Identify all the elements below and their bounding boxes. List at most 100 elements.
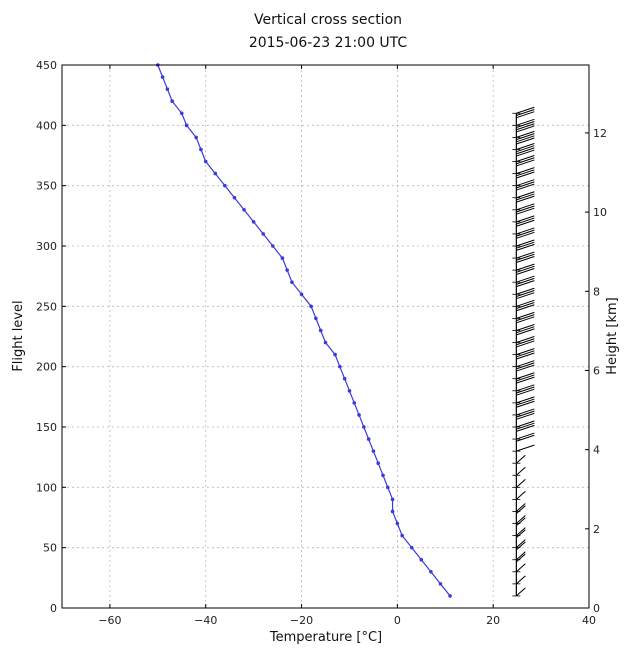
wind-barb	[516, 541, 526, 551]
temperature-point	[400, 533, 404, 538]
wind-barb	[516, 239, 535, 247]
wind-barb	[516, 517, 526, 527]
temperature-point	[309, 304, 313, 309]
wind-barb	[516, 167, 535, 175]
temperature-point	[366, 437, 371, 441]
temperature-point	[371, 449, 376, 453]
temperature-point	[179, 111, 184, 116]
x-tick-label: −20	[290, 614, 313, 627]
x-axis-label: Temperature [°C]	[269, 630, 382, 645]
temperature-point	[213, 171, 218, 176]
wind-barb	[516, 396, 535, 404]
wind-barbs	[512, 106, 535, 597]
wind-barb	[516, 299, 535, 307]
wind-barb	[516, 551, 526, 561]
wind-barb	[516, 219, 535, 227]
axis-ticks: −60 −40 −20 0 20 4005010015020025030035040045…	[36, 59, 607, 627]
wind-barb	[516, 587, 526, 597]
wind-barb	[516, 137, 535, 145]
wind-barb	[516, 133, 535, 141]
wind-barb	[516, 478, 526, 488]
temperature-point	[170, 99, 174, 103]
y-tick-label: 400	[36, 119, 57, 132]
wind-barb	[516, 410, 535, 418]
temperature-point	[390, 509, 395, 514]
wind-barb	[516, 142, 535, 150]
temperature-point	[203, 159, 208, 164]
wind-barb	[516, 169, 535, 177]
wind-barb	[516, 130, 535, 138]
wind-barb	[516, 372, 535, 380]
wind-barb	[516, 255, 535, 263]
x-tick-label: 0	[394, 614, 401, 627]
wind-barb	[516, 205, 535, 213]
wind-barb	[516, 121, 535, 129]
wind-barb	[516, 323, 535, 331]
temperature-point	[318, 328, 323, 333]
wind-barb	[516, 348, 535, 356]
wind-barb	[516, 106, 535, 114]
wind-barb	[516, 280, 535, 288]
temperature-point	[390, 497, 395, 502]
wind-barb	[516, 302, 535, 310]
y-tick-label: 250	[36, 300, 57, 313]
wind-barb	[516, 263, 535, 271]
wind-barb	[516, 265, 535, 273]
y2-tick-label: 2	[593, 523, 600, 536]
wind-barb	[516, 215, 535, 223]
chart-subtitle: 2015-06-23 21:00 UTC	[249, 35, 408, 51]
wind-barb	[516, 420, 535, 428]
temperature-point	[385, 485, 390, 490]
wind-barb	[516, 181, 535, 189]
wind-barb	[516, 422, 535, 430]
wind-barb	[516, 149, 535, 157]
wind-barb	[516, 505, 526, 515]
wind-barb	[516, 171, 535, 179]
wind-barb	[516, 125, 535, 133]
y2-tick-label: 4	[593, 444, 600, 457]
y2-tick-label: 8	[593, 285, 600, 298]
wind-barb	[516, 454, 526, 464]
temperature-point	[376, 461, 381, 466]
wind-barb	[516, 362, 535, 370]
temperature-point	[323, 340, 328, 345]
wind-barb	[516, 135, 535, 143]
wind-barb	[516, 203, 535, 211]
wind-barb	[516, 118, 535, 126]
wind-barb	[516, 179, 535, 187]
chart-title: Vertical cross section	[254, 12, 402, 28]
temperature-line	[157, 64, 451, 597]
y-axis-label: Flight level	[11, 300, 26, 371]
wind-barb	[516, 386, 535, 394]
temperature-point	[199, 147, 203, 152]
wind-barb	[516, 111, 535, 119]
temperature-point	[261, 232, 266, 236]
wind-barb	[516, 227, 535, 235]
y-tick-label: 0	[50, 602, 57, 615]
temperature-point	[314, 316, 318, 321]
y2-axis-label: Height [km]	[605, 297, 620, 374]
temperature-point	[395, 521, 400, 526]
wind-barb	[516, 444, 535, 452]
wind-barb	[516, 424, 535, 432]
temperature-point	[184, 123, 189, 128]
wind-barb	[516, 157, 535, 165]
wind-barb	[516, 400, 535, 408]
y2-tick-label: 12	[593, 127, 607, 140]
wind-barb	[516, 376, 535, 384]
temperature-point	[165, 87, 170, 91]
y2-tick-label: 6	[593, 364, 600, 377]
wind-barb	[516, 195, 535, 203]
wind-barb	[516, 159, 535, 167]
wind-barb	[516, 241, 535, 249]
wind-barb	[516, 350, 535, 358]
temperature-point	[223, 183, 227, 188]
wind-barb	[516, 503, 526, 512]
wind-barb	[516, 466, 526, 476]
x-tick-label: −40	[194, 614, 217, 627]
wind-barb	[516, 183, 535, 191]
temperature-point	[438, 582, 443, 586]
wind-barb	[516, 277, 535, 285]
temperature-point	[362, 425, 366, 429]
wind-barb	[516, 328, 535, 336]
